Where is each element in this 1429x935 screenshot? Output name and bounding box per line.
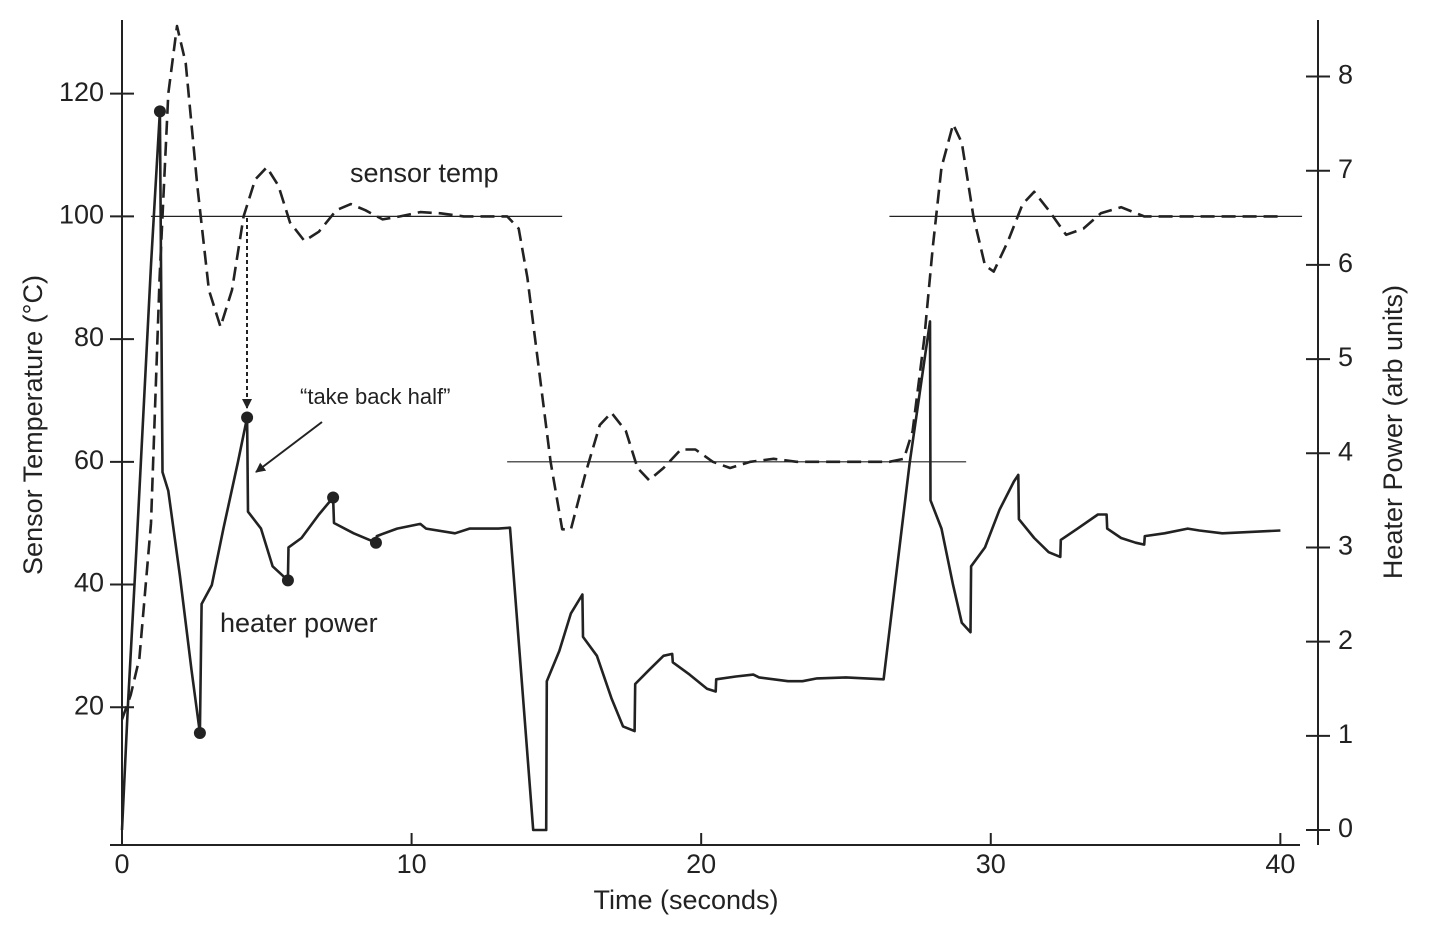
y-tick-label: 120	[59, 77, 104, 107]
x-tick-label: 40	[1265, 849, 1295, 879]
series-label: sensor temp	[350, 158, 499, 188]
data-point	[193, 726, 206, 739]
y-tick-label: 20	[74, 690, 104, 720]
series-line	[120, 110, 1281, 832]
y2-tick-label: 7	[1338, 154, 1353, 184]
data-point	[241, 411, 254, 424]
y2-tick-label: 2	[1338, 625, 1353, 655]
y2-tick-label: 0	[1338, 813, 1353, 843]
data-point	[327, 491, 340, 504]
y2-tick-label: 3	[1338, 531, 1353, 561]
y2-tick-label: 5	[1338, 342, 1353, 372]
y2-tick-label: 1	[1338, 719, 1353, 749]
y2-axis-label: Heater Power (arb units)	[1378, 285, 1408, 579]
y-axis-label: Sensor Temperature (°C)	[18, 275, 48, 575]
x-axis-label: Time (seconds)	[593, 885, 778, 915]
y-tick-label: 40	[74, 568, 104, 598]
y-tick-label: 80	[74, 322, 104, 352]
annotation-arrow	[255, 421, 323, 473]
data-point	[153, 105, 166, 118]
data-point	[281, 574, 294, 587]
y2-tick-label: 8	[1338, 60, 1353, 90]
y2-tick-label: 6	[1338, 248, 1353, 278]
x-tick-label: 30	[976, 849, 1006, 879]
series-line	[120, 24, 1281, 720]
y2-tick-label: 4	[1338, 436, 1353, 466]
data-point	[369, 536, 382, 549]
y-tick-label: 100	[59, 199, 104, 229]
x-tick-label: 20	[686, 849, 716, 879]
annotation: “take back half”	[300, 384, 450, 409]
x-tick-label: 10	[397, 849, 427, 879]
series-label: heater power	[220, 608, 378, 638]
x-tick-label: 0	[114, 849, 129, 879]
y-tick-label: 60	[74, 445, 104, 475]
